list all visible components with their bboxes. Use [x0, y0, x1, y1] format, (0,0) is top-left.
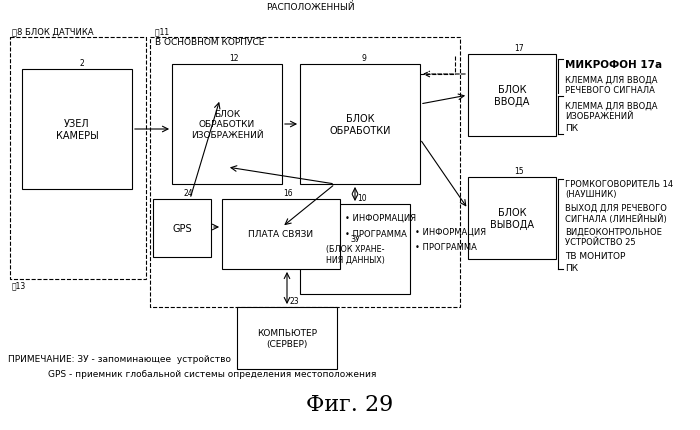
Text: ВИДЕОКОНТРОЛЬНОЕ
УСТРОЙСТВО 25: ВИДЕОКОНТРОЛЬНОЕ УСТРОЙСТВО 25 [565, 227, 662, 247]
Text: • ИНФОРМАЦИЯ: • ИНФОРМАЦИЯ [345, 213, 416, 222]
Text: КЛЕММА ДЛЯ ВВОДА
РЕЧЕВОГО СИГНАЛА: КЛЕММА ДЛЯ ВВОДА РЕЧЕВОГО СИГНАЛА [565, 76, 657, 95]
Bar [150, 38, 460, 307]
Bar [237, 307, 337, 369]
Text: ⌓​11: ⌓​11 [155, 27, 169, 36]
Text: БЛОК
ВЫВОДА: БЛОК ВЫВОДА [490, 208, 534, 229]
Text: УЗЕЛ
КАМЕРЫ: УЗЕЛ КАМЕРЫ [55, 119, 99, 141]
Text: БЛОК
ВВОДА: БЛОК ВВОДА [494, 85, 530, 107]
Text: ⌓13: ⌓13 [12, 280, 27, 289]
Text: Фиг. 29: Фиг. 29 [307, 393, 393, 415]
Text: GPS: GPS [172, 224, 192, 233]
Text: В ОСНОВНОМ КОРПУСЕ: В ОСНОВНОМ КОРПУСЕ [155, 38, 265, 47]
Bar [153, 200, 211, 258]
Bar [172, 65, 282, 184]
Text: БЛОК
ОБРАБОТКИ
ИЗОБРАЖЕНИЙ: БЛОК ОБРАБОТКИ ИЗОБРАЖЕНИЙ [190, 110, 263, 140]
Text: 17: 17 [514, 44, 524, 53]
Text: 12: 12 [229, 54, 239, 63]
Text: ГРОМКОГОВОРИТЕЛЬ 14
(НАУШНИК): ГРОМКОГОВОРИТЕЛЬ 14 (НАУШНИК) [565, 180, 673, 199]
Text: 16: 16 [283, 189, 293, 197]
Text: 23: 23 [289, 296, 299, 305]
Text: 24: 24 [184, 189, 194, 197]
Text: ПРИМЕЧАНИЕ: ЗУ - запоминающее  устройство: ПРИМЕЧАНИЕ: ЗУ - запоминающее устройство [8, 354, 231, 363]
Text: GPS - приемник глобальной системы определения местоположения: GPS - приемник глобальной системы опреде… [48, 369, 377, 378]
Text: ⍉8 БЛОК ДАТЧИКА: ⍉8 БЛОК ДАТЧИКА [12, 27, 94, 36]
Text: ВЫХОД ДЛЯ РЕЧЕВОГО
СИГНАЛА (ЛИНЕЙНЫЙ): ВЫХОД ДЛЯ РЕЧЕВОГО СИГНАЛА (ЛИНЕЙНЫЙ) [565, 203, 667, 224]
Text: КОМПЬЮТЕР
(СЕРВЕР): КОМПЬЮТЕР (СЕРВЕР) [257, 329, 317, 348]
Text: БЛОК
ОБРАБОТКИ: БЛОК ОБРАБОТКИ [329, 114, 391, 135]
Text: 15: 15 [514, 166, 524, 175]
Text: ПК: ПК [565, 264, 578, 272]
Text: ЗУ
(БЛОК ХРАНЕ-
НИЯ ДАННЫХ): ЗУ (БЛОК ХРАНЕ- НИЯ ДАННЫХ) [326, 234, 384, 264]
Text: ТВ МОНИТОР: ТВ МОНИТОР [565, 252, 625, 261]
Text: 9: 9 [362, 54, 367, 63]
Bar [468, 55, 556, 137]
Bar [300, 205, 410, 294]
Text: • ПРОГРАММА: • ПРОГРАММА [415, 243, 477, 252]
Bar [22, 70, 132, 190]
Bar [10, 38, 146, 280]
Text: 2: 2 [79, 59, 84, 68]
Text: КЛЕММА ДЛЯ ВВОДА
ИЗОБРАЖЕНИЙ: КЛЕММА ДЛЯ ВВОДА ИЗОБРАЖЕНИЙ [565, 102, 657, 121]
Bar [468, 178, 556, 259]
Text: ПЛАТА СВЯЗИ: ПЛАТА СВЯЗИ [248, 230, 314, 239]
Text: ПК: ПК [565, 124, 578, 133]
Bar [300, 65, 420, 184]
Text: • ИНФОРМАЦИЯ: • ИНФОРМАЦИЯ [415, 227, 486, 236]
Text: 10: 10 [357, 194, 367, 203]
Text: • ПРОГРАММА: • ПРОГРАММА [345, 230, 407, 239]
Text: БЛОК ОБРАБОТКИ,: БЛОК ОБРАБОТКИ, [266, 0, 354, 2]
Bar [222, 200, 340, 269]
Text: МИКРОФОН 17а: МИКРОФОН 17а [565, 60, 662, 70]
Text: РАСПОЛОЖЕННЫЙ: РАСПОЛОЖЕННЫЙ [266, 3, 354, 12]
